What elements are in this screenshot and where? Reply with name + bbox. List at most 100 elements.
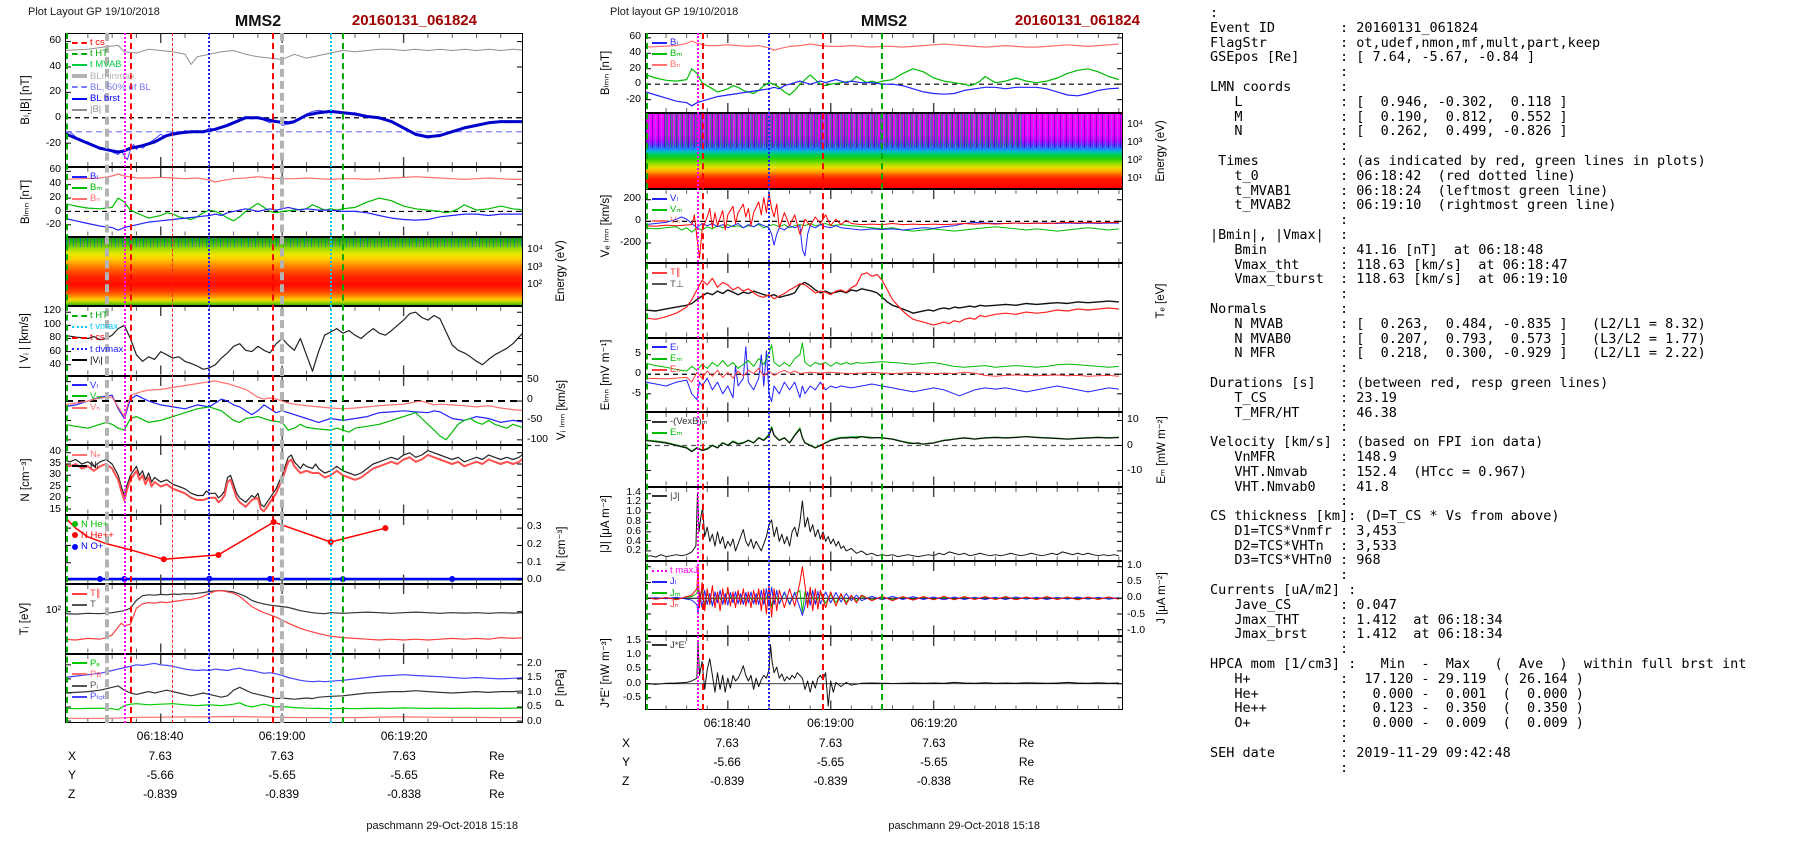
plot-area-e-lmn <box>646 338 1122 412</box>
legend-label: Bₗ <box>90 171 98 182</box>
panel-ion-spectrogram <box>65 236 523 306</box>
legend-label: Nᵢ <box>90 460 99 472</box>
series-P-B <box>66 701 522 710</box>
legend-item: |B| <box>72 104 151 115</box>
ytick-j-lmn: -0.5 <box>1127 607 1146 620</box>
legend-label: |Vᵢ| <box>90 354 103 366</box>
ytick-blmn: 20 <box>49 190 61 203</box>
ytick-minor-ion-density: 0.1 <box>527 555 542 568</box>
legend-item: T∥ <box>652 267 684 278</box>
legend-line-sample <box>652 41 667 44</box>
legend-line-sample <box>72 175 87 178</box>
series-Te-perp <box>646 282 1119 315</box>
legend-item: Vₘ <box>652 204 682 215</box>
event-id-label: 20160131_061824 <box>351 12 477 29</box>
coord-value: 7.63 <box>148 749 172 763</box>
panel-blmn: Bₗ Bₘ Bₙ <box>65 167 523 237</box>
plot-area-density <box>66 446 522 514</box>
legend-label: BL, 50% of BL <box>90 81 151 93</box>
ytick-minor-ion-density: 0.2 <box>527 537 542 550</box>
ytick-pressure: 0.0 <box>527 714 542 727</box>
legend-label: Bₙ <box>90 193 101 205</box>
legend-line-sample <box>652 272 667 275</box>
ytick-jdote: 0.5 <box>626 662 641 675</box>
legend-label: Vₘ <box>90 390 103 402</box>
legend-line-sample <box>652 644 667 647</box>
plot-area-minor-ion-density <box>66 515 522 583</box>
marker-t-cs-1 <box>701 33 704 710</box>
legend-line-sample <box>72 695 87 698</box>
ytick-bl-b: -20 <box>45 136 61 149</box>
ytick-e-lmn: 0 <box>635 367 641 380</box>
ytick-density: 35 <box>49 456 61 469</box>
legend-item: T⊥ <box>652 279 684 290</box>
series-BL <box>646 78 1119 107</box>
series-BL-smooth <box>66 109 522 154</box>
legend-item: Vₘ <box>72 391 102 402</box>
legend-line-sample <box>72 186 87 189</box>
legend-line-sample <box>72 348 87 351</box>
legend-line-sample <box>72 325 87 328</box>
coord-value: 7.63 <box>392 749 416 763</box>
ytick-vi-lmn: -50 <box>527 413 543 426</box>
legend-line-sample <box>652 592 667 595</box>
legend-item: t vmax <box>72 321 123 332</box>
legend-line-sample <box>652 420 667 423</box>
ytick-pressure: 1.5 <box>527 671 542 684</box>
legend-label: Pʙ <box>90 668 102 680</box>
legend-ve-lmn: Vₗ Vₘ Vₙ <box>652 193 682 227</box>
legend-label: T∥ <box>90 588 101 599</box>
series-Vi-mag <box>66 311 522 372</box>
figure-header: Plot Layout GP 19/10/2018 <box>28 6 160 18</box>
legend-label: Pᵢ <box>90 679 98 691</box>
legend-line-sample <box>72 337 87 339</box>
coord-value: -5.66 <box>146 768 174 782</box>
ytick-j-lmn: 1.0 <box>1127 559 1142 571</box>
coord-value: 7.63 <box>715 736 739 750</box>
legend-item: J*E' <box>652 640 687 651</box>
legend-item: Bₙ <box>72 193 102 204</box>
legend-item: Nᵢ <box>72 460 100 471</box>
panel-ti: T∥ T <box>65 584 523 654</box>
ytick-ion-spectrogram: 10³ <box>527 260 543 273</box>
plot-area-jmag <box>646 487 1122 561</box>
series-P-tot <box>66 662 522 682</box>
ytick-e-spectrogram: 10¹ <box>1127 172 1143 185</box>
legend-line-sample <box>72 384 87 387</box>
figure-title: MMS2 <box>860 13 908 30</box>
ytick-pressure: 1.0 <box>527 685 542 698</box>
ytick-bl-b: 40 <box>49 59 61 72</box>
panel-vi-mag: t HT t vmax t cs t dvmax |Vᵢ| <box>65 306 523 376</box>
legend-line-sample <box>72 97 87 100</box>
marker-t-mvab1 <box>66 33 69 723</box>
legend-em-vexb: -(VexB)ₘ Eₘ <box>652 416 708 438</box>
legend-item: Eₙ <box>652 364 682 375</box>
coord-unit: Re <box>1018 736 1035 750</box>
plot-area-pressure <box>66 654 522 722</box>
legend-item: Nₑ <box>72 449 100 460</box>
legend-line-sample <box>72 198 87 200</box>
legend-item: Jₙ <box>652 599 698 610</box>
legend-label: t cs <box>90 332 105 344</box>
ytick-blmn: 40 <box>49 177 61 190</box>
ytick-density: 25 <box>49 479 61 492</box>
marker-t-0 <box>171 33 173 723</box>
series-P-e <box>66 715 522 719</box>
legend-item: N He+ <box>72 519 114 530</box>
ytick-jdote: 0.0 <box>626 676 641 689</box>
ytick-em-vexb: 0 <box>1127 438 1133 451</box>
legend-label: Bₙ <box>670 59 681 71</box>
series-N-He-plusplus <box>66 516 386 560</box>
legend-label: Bₘ <box>670 48 683 60</box>
marker-t-mvab1 <box>646 33 649 710</box>
plot-area-ve-lmn <box>646 190 1122 263</box>
legend-item: Vₙ <box>652 215 682 226</box>
series-VN <box>66 379 522 417</box>
ytick-bl-b: 20 <box>49 85 61 98</box>
legend-label: t HT <box>90 48 108 60</box>
legend-label: N He+ <box>81 518 109 530</box>
ytick-jdote: -0.5 <box>622 690 641 703</box>
legend-bl-b: t cs t HT t MVAB BLminmax BL, 50% of BL BL br… <box>72 37 151 115</box>
panel-blmn-brst: Bₗ Bₘ Bₙ <box>645 33 1123 113</box>
legend-label: Nₑ <box>90 449 101 460</box>
